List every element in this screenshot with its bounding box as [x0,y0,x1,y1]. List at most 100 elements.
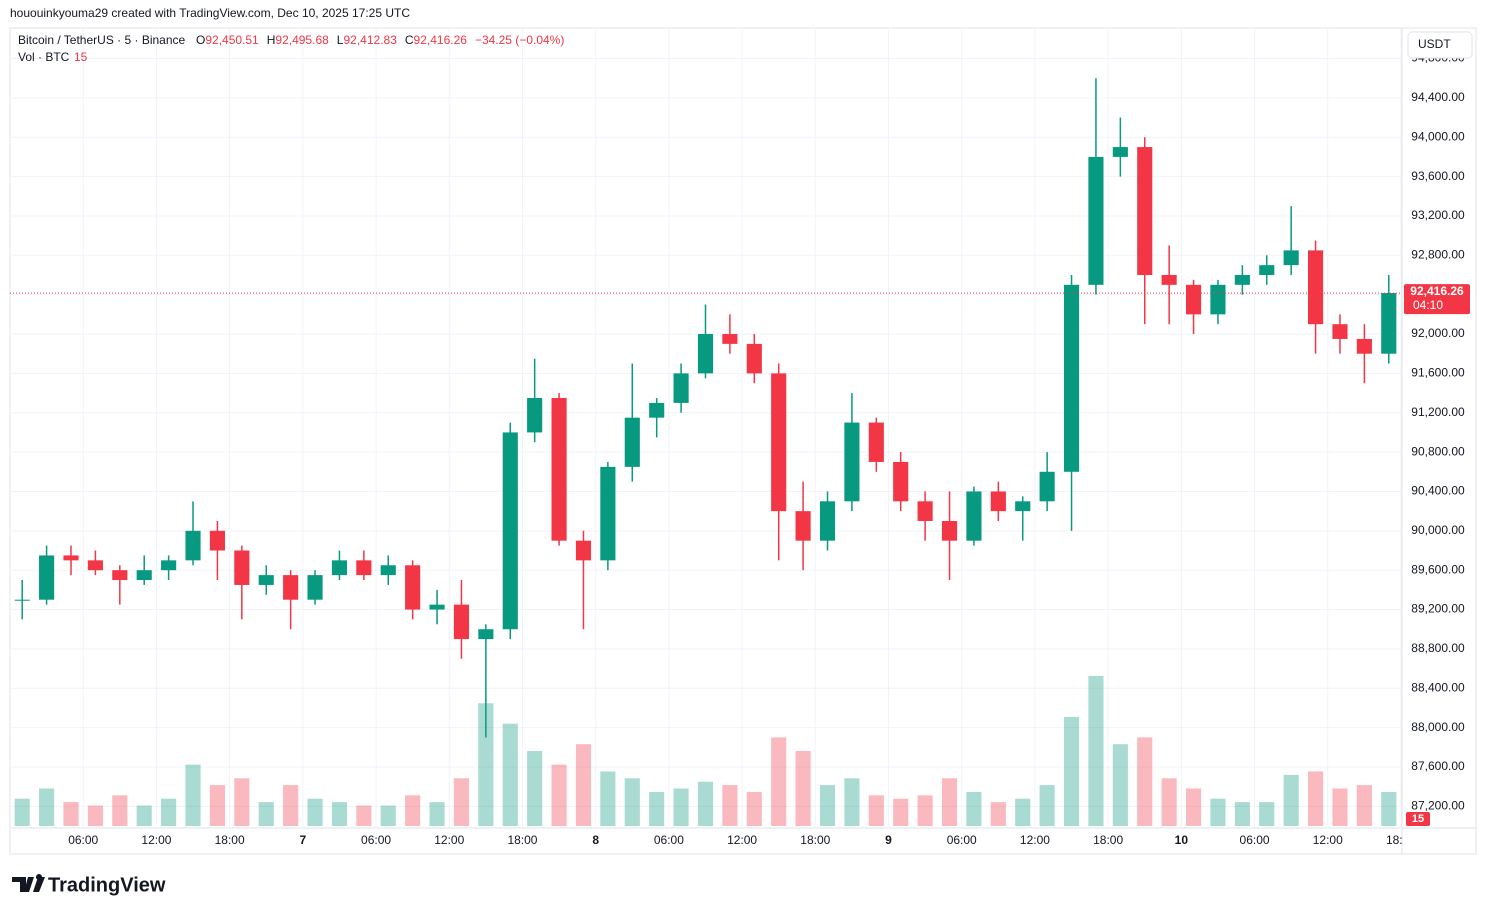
volume-bar [1259,802,1275,826]
time-axis: 06:00 12:00 18:00 7 06:00 12:00 18:00 8 06:00 12:… [68,833,1402,847]
x-tick-label: 06:00 [361,833,391,847]
legend-value: 92,495.68 [275,33,329,47]
credit: hououinkyouma29 created with TradingView… [10,6,410,20]
x-tick-label: 18:00 [1093,833,1123,847]
candle-body [551,397,567,541]
candle-body [161,560,177,571]
candle-body [1185,284,1202,315]
candle-body [209,530,225,551]
volume-bar [1161,778,1177,826]
candle-body [1039,471,1055,502]
volume-bar [1210,798,1226,826]
x-tick-label: 12:00 [141,833,171,847]
candle-body [1137,147,1153,275]
volume-bar [868,795,884,826]
candle-body [893,461,909,502]
candle-body [624,417,640,467]
volume-bar [551,764,567,826]
logo-text: TradingView [48,874,166,896]
volume-bar [966,791,982,826]
volume-bar [795,751,811,826]
volume-bar [941,778,958,826]
candle-body [283,575,299,600]
candle-body [1015,501,1031,512]
candle-body [966,491,982,541]
x-tick-label: 12:00 [1313,833,1343,847]
legend-key: C [405,33,414,47]
volume-bar [405,795,421,826]
volume-bar [1283,774,1299,826]
y-tick-label: 93,600.00 [1411,169,1465,183]
x-tick-label: 06:00 [1240,833,1270,847]
volume-bar [844,778,860,826]
x-tick-label: 06:00 [654,833,684,847]
grid [10,28,1402,828]
y-tick-label: 89,200.00 [1411,602,1465,616]
volume-bar [380,805,396,826]
candle-body [1234,274,1250,285]
candle-body [990,491,1006,512]
volume-bar [14,798,30,826]
volume-bar [283,785,299,826]
last-price-tag [1404,284,1470,315]
candle-body [1210,284,1226,315]
volume-bar [649,791,665,826]
candle-body [1112,147,1128,157]
frame [9,27,1477,855]
volume-bar [185,764,201,826]
y-tick-label: 91,600.00 [1411,366,1465,380]
legend-key: L [337,33,344,47]
candle-body [1161,274,1177,285]
volume-bar [600,771,616,826]
candle-body [14,599,30,601]
candle-body [1088,156,1104,285]
volume-bar [819,785,836,826]
currency-button[interactable] [1407,31,1473,59]
x-tick-label: 8 [592,833,599,847]
volume-bar [502,723,518,826]
legend-value: 92,450.51 [205,33,259,47]
volume-bar [307,798,323,826]
volume-bar [112,795,128,826]
volume-bar [771,737,787,826]
volume-bar [63,802,79,826]
candle-body [234,550,250,585]
x-tick-label: 9 [885,833,892,847]
x-tick-label: 12:00 [434,833,464,847]
y-tick-label: 89,600.00 [1411,562,1465,576]
volume-bar [136,805,152,826]
volume-bar [917,795,933,826]
volume-bar [1308,771,1324,826]
candle-body [478,629,494,640]
last-price-label: 92,416.26 [1410,284,1464,298]
candle-body [136,570,152,581]
volume-bar [39,788,55,826]
candle-body [1063,284,1080,472]
candle-body [1381,293,1397,354]
y-tick-label: 90,000.00 [1411,523,1465,537]
candle-body [649,402,665,418]
volume-bar [258,802,274,826]
volume-bar [1381,791,1397,826]
volume-bar [1185,788,1202,826]
candle-body [771,373,787,512]
volume-bar [331,802,348,826]
volume-bar [453,778,470,826]
axes: 87,200.00 87,600.00 88,000.00 88,400.00 88,8… [68,51,1470,847]
volume-tag [1406,812,1430,826]
volume-bar [478,703,494,826]
volume-bar [87,805,103,826]
volume-bar [1112,744,1128,826]
x-tick-label: 06:00 [68,833,98,847]
logo-mark [12,874,45,892]
y-tick-label: 88,400.00 [1411,680,1465,694]
candle-body [453,604,470,640]
legend-value: −34.25 (−0.04%) [475,33,564,47]
candle-body [63,555,79,561]
candle-body [600,466,616,561]
candle-body [917,501,933,521]
candle-body [1259,265,1275,275]
currency: USDT [1418,37,1451,51]
legend-key: H [267,33,276,47]
